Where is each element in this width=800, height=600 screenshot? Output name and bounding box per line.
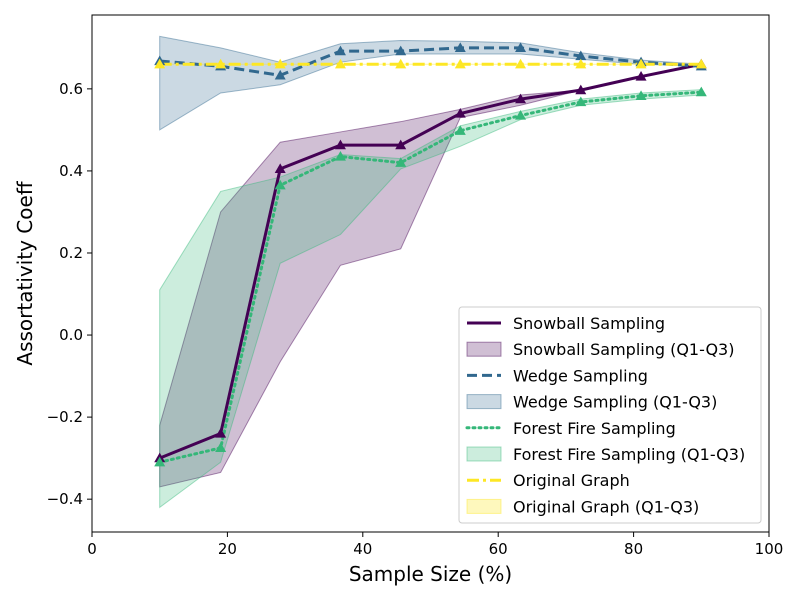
data-point xyxy=(635,71,647,81)
series-line-0 xyxy=(159,62,702,460)
series-lines xyxy=(158,46,703,464)
y-axis-title: Assortativity Coeff xyxy=(13,180,37,365)
data-point xyxy=(215,428,227,438)
data-point xyxy=(575,96,587,107)
legend-label: Forest Fire Sampling xyxy=(513,419,676,438)
y-tick-label: 0.6 xyxy=(59,80,83,98)
data-point xyxy=(515,58,527,69)
x-tick-label: 80 xyxy=(624,540,643,558)
data-point xyxy=(515,42,527,52)
data-point xyxy=(575,58,587,69)
legend: Snowball Sampling Snowball Sampling (Q1-Q… xyxy=(458,306,762,524)
data-point xyxy=(454,125,466,135)
legend-label: Wedge Sampling xyxy=(513,366,648,385)
data-point xyxy=(575,50,587,61)
legend-band-swatch xyxy=(466,498,502,514)
legend-box xyxy=(458,306,762,524)
data-point xyxy=(334,139,346,150)
legend-label: Forest Fire Sampling (Q1-Q3) xyxy=(513,445,745,464)
data-point xyxy=(454,107,466,118)
x-axis-title: Sample Size (%) xyxy=(349,562,512,586)
x-tick-label: 20 xyxy=(218,540,237,558)
data-point xyxy=(334,58,346,69)
data-point xyxy=(395,58,407,69)
data-point xyxy=(334,151,346,161)
data-point xyxy=(454,58,466,69)
series-line-2 xyxy=(158,90,703,464)
legend-label: Original Graph (Q1-Q3) xyxy=(513,497,699,516)
legend-band-swatch xyxy=(466,394,502,410)
data-point xyxy=(635,90,647,100)
x-tick-label: 40 xyxy=(353,540,372,558)
data-point xyxy=(395,139,407,150)
x-tick-label: 0 xyxy=(87,540,97,558)
legend-label: Snowball Sampling xyxy=(513,314,665,333)
data-point xyxy=(274,58,286,69)
legend-label: Wedge Sampling (Q1-Q3) xyxy=(513,393,717,412)
x-tick-label: 100 xyxy=(755,540,784,558)
data-point xyxy=(274,179,286,190)
data-point xyxy=(215,442,227,453)
data-point xyxy=(215,58,227,69)
data-point xyxy=(395,157,407,167)
data-point xyxy=(395,45,407,56)
data-point xyxy=(515,93,527,104)
y-tick-label: 0.2 xyxy=(59,244,83,262)
x-tick-label: 60 xyxy=(489,540,508,558)
data-point xyxy=(635,58,647,69)
plot-frame xyxy=(91,14,770,533)
legend-label: Snowball Sampling (Q1-Q3) xyxy=(513,340,734,359)
data-point xyxy=(154,58,166,69)
data-point xyxy=(695,86,707,97)
y-axis-ticks: −0.4 −0.2 0.0 0.2 0.4 0.6 xyxy=(47,80,92,508)
data-point xyxy=(154,456,166,467)
data-point xyxy=(695,58,707,69)
legend-band-swatch xyxy=(466,341,502,357)
data-point xyxy=(334,45,346,56)
legend-band-swatch xyxy=(466,446,502,462)
legend-label: Original Graph xyxy=(513,471,630,490)
data-point xyxy=(454,42,466,52)
series-markers xyxy=(154,42,707,467)
data-point xyxy=(274,69,286,80)
data-point xyxy=(515,110,527,120)
y-tick-label: 0.0 xyxy=(59,326,83,344)
data-point xyxy=(575,84,587,95)
y-tick-label: 0.4 xyxy=(59,162,83,180)
series-line-1 xyxy=(159,46,702,77)
x-axis-ticks: 0 20 40 60 80 100 xyxy=(87,532,783,558)
y-tick-label: −0.4 xyxy=(47,490,83,508)
y-tick-label: −0.2 xyxy=(47,408,83,426)
data-point xyxy=(274,163,286,173)
